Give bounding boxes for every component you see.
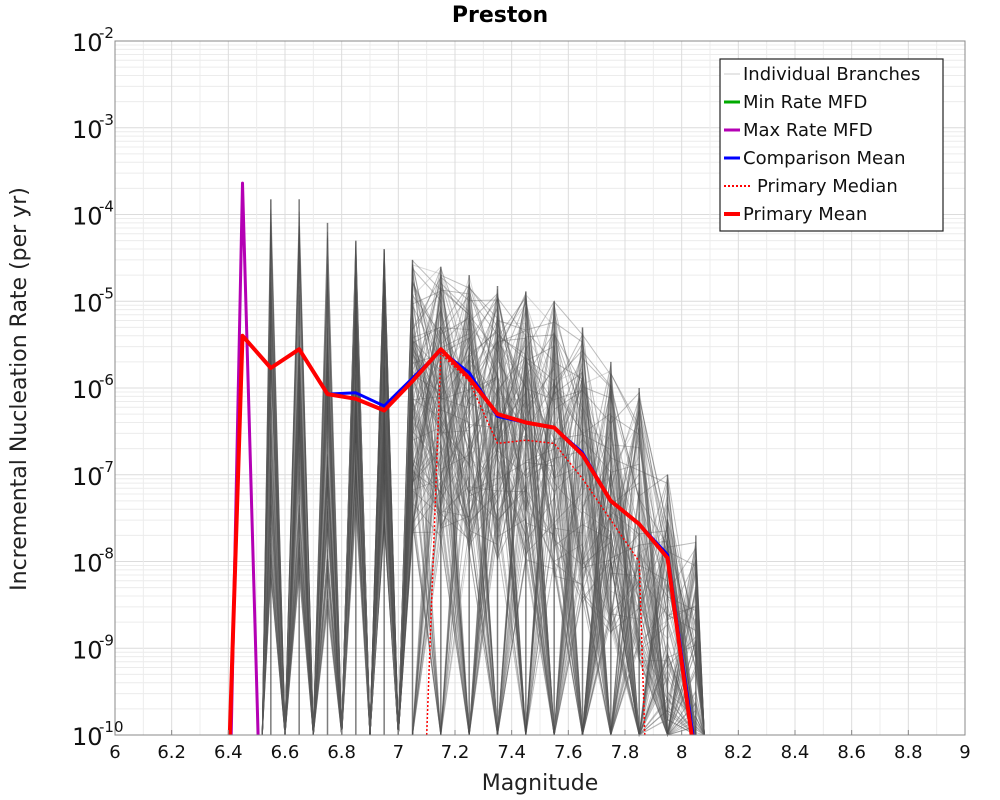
legend: Individual Branches Min Rate MFD Max Rate … [719, 58, 944, 232]
x-tick-label: 8.4 [781, 742, 810, 763]
y-tick-label: 10 [72, 463, 103, 491]
legend-box [719, 58, 944, 232]
y-tick-exponent: -8 [99, 545, 114, 563]
chart-title: Preston [452, 3, 548, 28]
y-tick-label: 10 [72, 29, 103, 57]
x-tick-label: 8 [676, 742, 687, 763]
x-tick-label: 8.6 [837, 742, 866, 763]
y-tick-label: 10 [72, 289, 103, 317]
x-tick-label: 7.8 [611, 742, 640, 763]
y-tick-label: 10 [72, 116, 103, 144]
y-tick-label: 10 [72, 376, 103, 404]
x-tick-label: 6.6 [271, 742, 300, 763]
x-tick-label: 6.4 [214, 742, 243, 763]
x-tick-label: 7.6 [554, 742, 583, 763]
y-axis-label: Incremental Nucleation Rate (per yr) [7, 187, 32, 591]
x-tick-label: 8.8 [894, 742, 923, 763]
x-tick-label: 6.8 [327, 742, 356, 763]
y-tick-exponent: -6 [99, 371, 114, 389]
y-tick-exponent: -2 [99, 24, 114, 42]
legend-label: Primary Mean [743, 204, 867, 225]
y-axis-ticks: 10-210-310-410-510-610-710-810-910-10 [72, 24, 124, 751]
x-axis-ticks: 6 6.2 6.4 6.6 6.8 7 7.2 7.4 7.6 7.8 8 8.2 8.4 8.6 8.8 9 [109, 730, 971, 763]
legend-label: Max Rate MFD [743, 120, 873, 141]
y-tick-exponent: -4 [99, 198, 114, 216]
x-axis-label: Magnitude [482, 771, 599, 796]
y-tick-exponent: -3 [99, 111, 114, 129]
y-tick-label: 10 [72, 550, 103, 578]
y-tick-exponent: -7 [99, 458, 114, 476]
y-tick-label: 10 [72, 636, 103, 664]
y-tick-exponent: -10 [99, 718, 124, 736]
x-tick-label: 6.2 [157, 742, 186, 763]
y-tick-label: 10 [72, 723, 103, 751]
x-tick-label: 8.2 [724, 742, 753, 763]
series-line-primary-median [425, 352, 646, 736]
legend-label: Individual Branches [743, 64, 920, 85]
legend-label: Comparison Mean [743, 148, 906, 169]
x-tick-label: 6 [109, 742, 120, 763]
plot-frame [114, 40, 966, 736]
x-tick-label: 7 [393, 742, 404, 763]
x-tick-label: 7.4 [497, 742, 526, 763]
series-lines [227, 181, 695, 736]
legend-label: Min Rate MFD [743, 92, 867, 113]
y-tick-label: 10 [72, 203, 103, 231]
x-tick-label: 9 [959, 742, 970, 763]
series-line-primary-mean [227, 333, 694, 736]
x-tick-label: 7.2 [441, 742, 470, 763]
y-tick-exponent: -5 [99, 284, 114, 302]
y-tick-exponent: -9 [99, 631, 114, 649]
legend-label: Primary Median [757, 176, 898, 197]
